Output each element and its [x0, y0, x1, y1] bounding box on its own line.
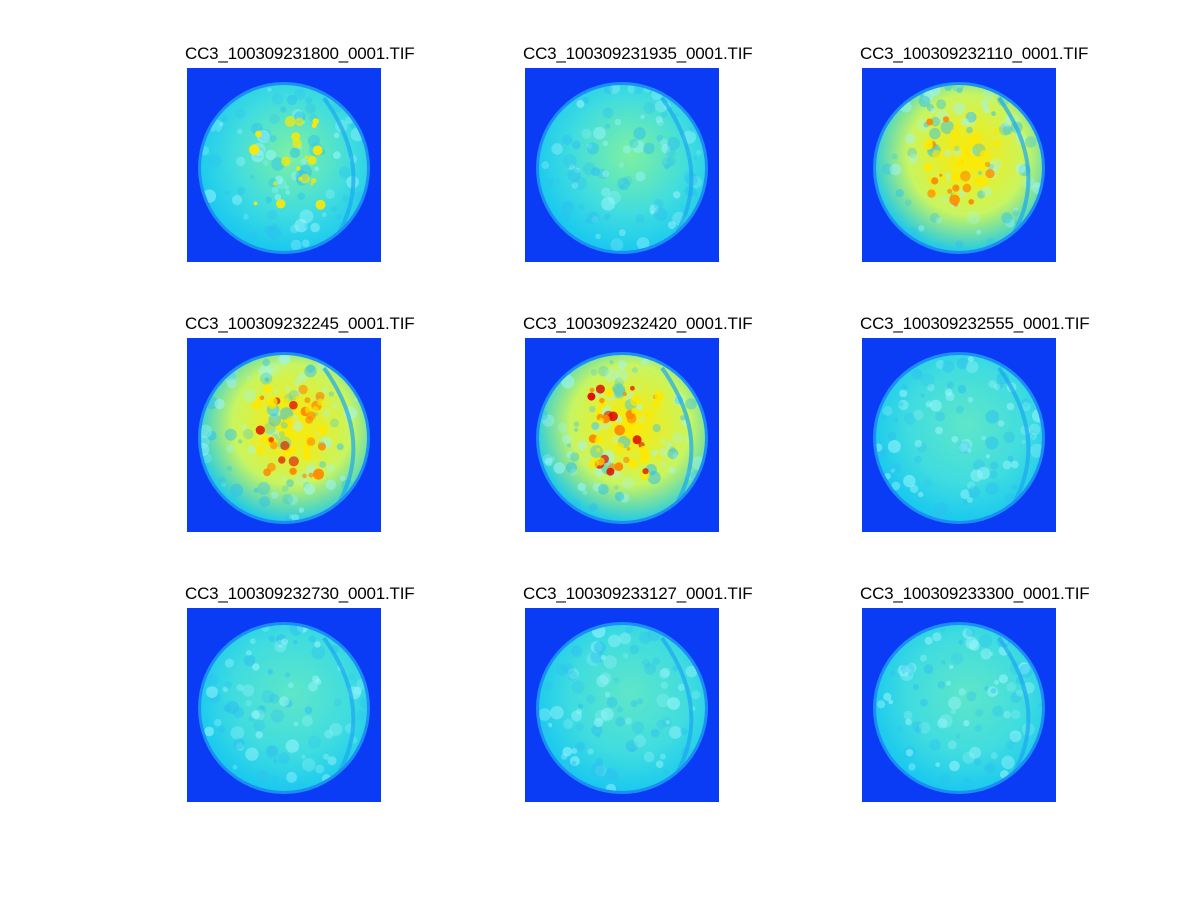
cloud-texture	[539, 358, 705, 512]
sky-disc	[201, 85, 367, 251]
sky-image	[525, 338, 719, 532]
cloud-texture	[201, 355, 358, 521]
cloud-texture	[876, 356, 1042, 521]
sky-image	[525, 68, 719, 262]
panel-6: CC3_100309232555_0001.TIF	[860, 314, 1122, 544]
panel-title: CC3_100309232730_0001.TIF	[185, 584, 415, 603]
panel-9: CC3_100309233300_0001.TIF	[860, 584, 1122, 814]
sky-disc	[539, 625, 705, 791]
panel-2: CC3_100309231935_0001.TIF	[523, 44, 785, 274]
panel-title: CC3_100309232555_0001.TIF	[860, 314, 1090, 333]
sky-image-svg	[862, 338, 1056, 532]
sky-image	[187, 338, 381, 532]
sky-image-svg	[862, 608, 1056, 802]
sky-image-svg	[187, 68, 381, 262]
cloud-texture	[541, 85, 702, 251]
sky-image	[525, 608, 719, 802]
sky-disc	[539, 85, 705, 251]
sky-image	[187, 608, 381, 802]
cloud-texture	[201, 87, 366, 251]
sky-image-svg	[187, 608, 381, 802]
panel-1: CC3_100309231800_0001.TIF	[185, 44, 447, 274]
sky-image-svg	[862, 68, 1056, 262]
sky-disc	[201, 355, 367, 521]
cloud-texture	[877, 627, 1042, 791]
sky-disc	[876, 355, 1042, 521]
panel-7: CC3_100309232730_0001.TIF	[185, 584, 447, 814]
sky-image-svg	[525, 608, 719, 802]
sky-image	[187, 68, 381, 262]
sky-disc	[201, 625, 367, 791]
panel-3: CC3_100309232110_0001.TIF	[860, 44, 1122, 274]
sky-image-svg	[187, 338, 381, 532]
sky-image	[862, 68, 1056, 262]
panel-title: CC3_100309231800_0001.TIF	[185, 44, 415, 63]
sky-disc	[876, 625, 1042, 791]
panel-title: CC3_100309232245_0001.TIF	[185, 314, 415, 333]
cloud-texture	[881, 85, 1042, 251]
panel-8: CC3_100309233127_0001.TIF	[523, 584, 785, 814]
panel-4: CC3_100309232245_0001.TIF	[185, 314, 447, 544]
sky-image-svg	[525, 338, 719, 532]
panel-title: CC3_100309231935_0001.TIF	[523, 44, 753, 63]
sky-image	[862, 338, 1056, 532]
sky-image	[862, 608, 1056, 802]
sky-image-svg	[525, 68, 719, 262]
panel-title: CC3_100309232110_0001.TIF	[860, 44, 1089, 63]
cloud-texture	[201, 625, 367, 791]
panel-title: CC3_100309233300_0001.TIF	[860, 584, 1090, 603]
panel-5: CC3_100309232420_0001.TIF	[523, 314, 785, 544]
panel-title: CC3_100309233127_0001.TIF	[523, 584, 753, 603]
panel-title: CC3_100309232420_0001.TIF	[523, 314, 753, 333]
